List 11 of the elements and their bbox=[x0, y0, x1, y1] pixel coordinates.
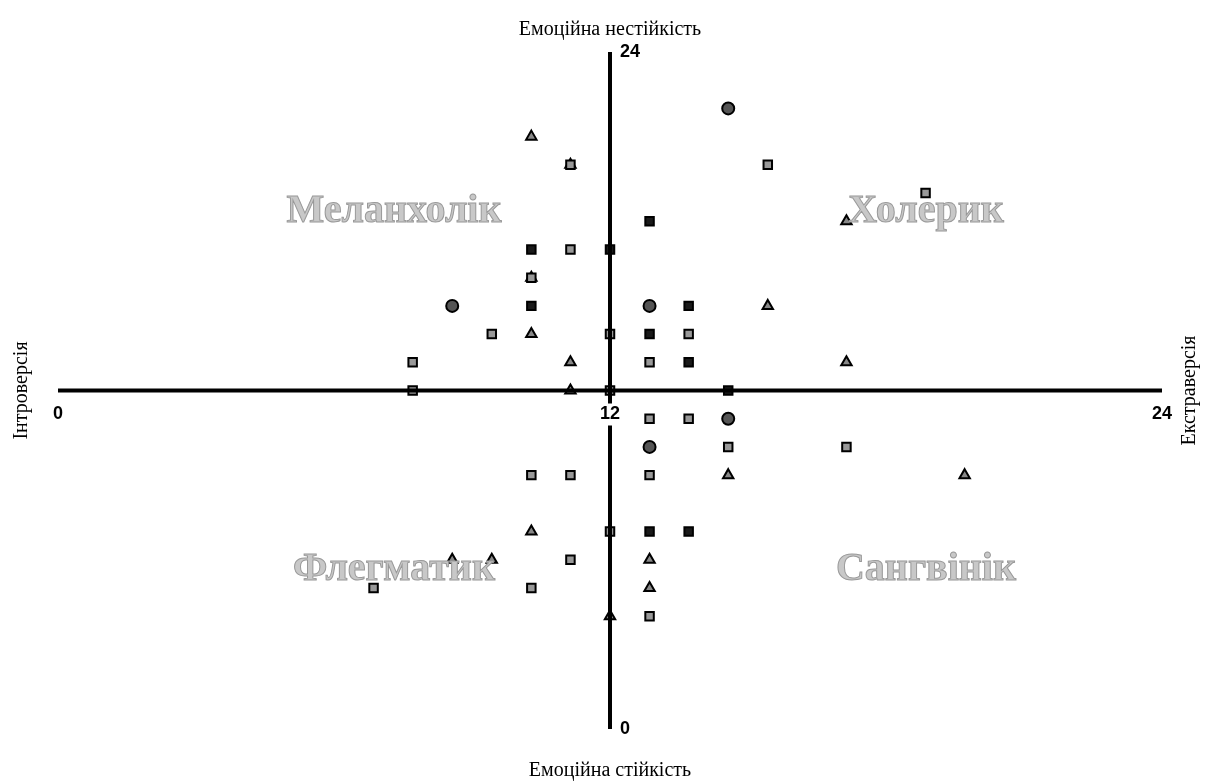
x-tick-label: 0 bbox=[52, 403, 64, 424]
annotation: Меланхолік bbox=[286, 185, 502, 231]
annotation: Флегматик bbox=[293, 544, 495, 590]
text: Інтроверсія bbox=[9, 341, 33, 440]
annotation: Сангвінік bbox=[835, 544, 1017, 590]
x-tick-label: 24 bbox=[1151, 403, 1173, 424]
x-tick-label: 12 bbox=[599, 403, 621, 424]
annotation: Холерик bbox=[848, 185, 1004, 231]
text: Екстраверсія bbox=[1177, 335, 1201, 446]
text: Емоційна нестійкість bbox=[518, 17, 702, 41]
text: Емоційна стійкість bbox=[528, 758, 692, 781]
